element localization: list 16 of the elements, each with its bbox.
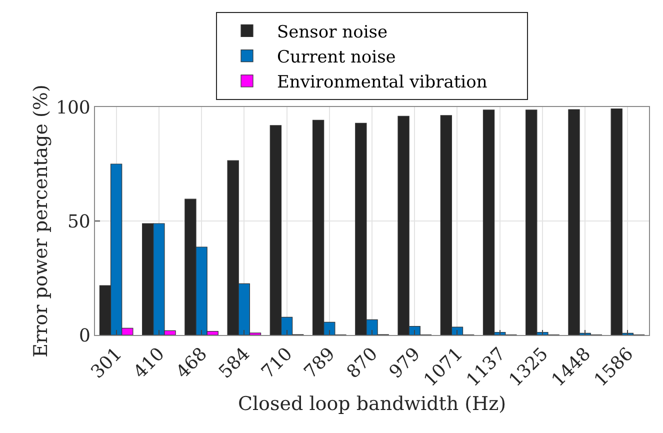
y-tick-label: 0 <box>78 325 90 346</box>
legend-label: Environmental vibration <box>277 72 488 93</box>
legend-label: Sensor noise <box>277 22 388 42</box>
y-tick-label: 50 <box>67 211 90 232</box>
x-tick-label: 410 <box>130 344 169 383</box>
x-tick-label: 584 <box>214 344 254 383</box>
x-tick-label: 710 <box>258 344 297 383</box>
x-tick-label: 789 <box>300 344 340 383</box>
x-tick-label: 468 <box>172 344 212 383</box>
x-axis-title: Closed loop bandwidth (Hz) <box>238 392 506 415</box>
x-tick-label: 979 <box>385 344 425 383</box>
x-tick-label: 870 <box>342 344 382 383</box>
legend-label: Current noise <box>277 47 396 68</box>
x-tick-label: 301 <box>87 344 126 383</box>
y-axis-title: Error power percentage (%) <box>30 84 52 358</box>
y-tick-label: 100 <box>56 97 90 118</box>
